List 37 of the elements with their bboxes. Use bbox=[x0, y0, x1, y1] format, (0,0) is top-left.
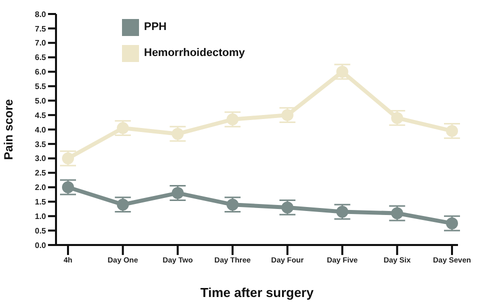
point bbox=[446, 217, 458, 230]
point bbox=[336, 206, 348, 218]
y-axis-title: Pain score bbox=[1, 98, 16, 160]
y-tick-label: 4.5 bbox=[34, 110, 47, 120]
point bbox=[172, 128, 184, 140]
y-tick-label: 4.0 bbox=[34, 125, 47, 134]
y-tick-label: 5.5 bbox=[34, 82, 47, 92]
y-tick-label: 3.5 bbox=[34, 140, 47, 149]
x-axis-title: Time after surgery bbox=[200, 285, 314, 300]
y-tick-label: 8.0 bbox=[34, 10, 47, 19]
point bbox=[391, 112, 404, 124]
point bbox=[62, 152, 74, 164]
y-tick-label: 6.0 bbox=[34, 68, 47, 77]
legend-label: Hemorrhoidectomy bbox=[144, 47, 245, 59]
point bbox=[226, 198, 239, 211]
y-tick-label: 3.0 bbox=[34, 154, 47, 164]
y-tick-label: 1.0 bbox=[34, 212, 47, 221]
point bbox=[172, 187, 184, 200]
y-tick-label: 0.5 bbox=[34, 226, 47, 236]
legend-label: PPH bbox=[144, 21, 167, 33]
point bbox=[281, 201, 294, 214]
point bbox=[116, 122, 129, 134]
y-tick-label: 7.0 bbox=[34, 38, 47, 48]
point bbox=[336, 66, 348, 78]
y-tick-label: 1.5 bbox=[34, 198, 47, 207]
y-tick-label: 0.0 bbox=[34, 240, 47, 250]
y-tick-label: 2.0 bbox=[34, 183, 47, 192]
point bbox=[62, 181, 74, 194]
point bbox=[116, 198, 129, 211]
point bbox=[446, 124, 458, 137]
y-tick-label: 6.5 bbox=[34, 53, 47, 62]
y-tick-label: 2.5 bbox=[34, 168, 47, 178]
point bbox=[226, 113, 239, 126]
point bbox=[391, 207, 404, 220]
y-tick-label: 5.0 bbox=[34, 96, 47, 106]
point bbox=[281, 109, 294, 122]
y-tick-label: 7.5 bbox=[34, 24, 47, 34]
